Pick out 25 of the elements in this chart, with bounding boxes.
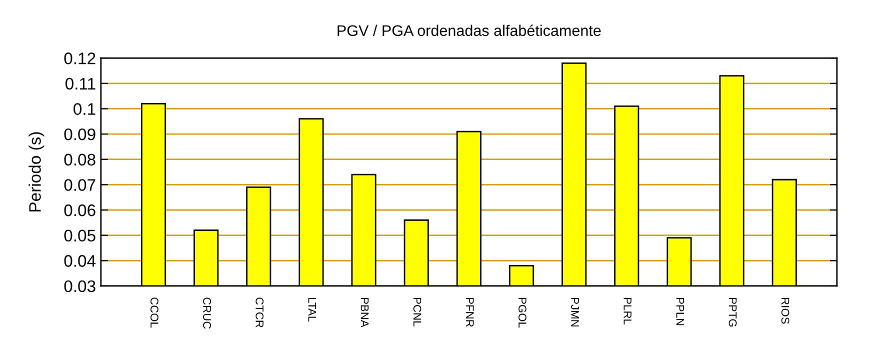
x-tick-label: PPTG bbox=[728, 298, 737, 326]
y-tick-label: 0.12 bbox=[64, 52, 96, 64]
x-tick-label: PCNL bbox=[413, 298, 422, 326]
y-axis-title: Periodo (s) bbox=[28, 132, 44, 212]
x-tick-label: PLRL bbox=[624, 298, 632, 324]
y-tick-label: 0.06 bbox=[64, 204, 96, 216]
y-tick-label: 0.05 bbox=[64, 230, 96, 242]
x-tick-label: LTAL bbox=[308, 298, 316, 322]
x-tick-label: CRUC bbox=[203, 298, 211, 329]
y-tick-label: 0.03 bbox=[64, 280, 96, 292]
x-tick-label: PFNR bbox=[466, 298, 474, 327]
x-tick-label: CCOL bbox=[150, 298, 158, 328]
x-tick-label: RIOS bbox=[781, 298, 790, 324]
y-tick-label: 0.11 bbox=[66, 78, 96, 90]
y-tick-label: 0.09 bbox=[64, 128, 96, 140]
y-tick-label: 0.07 bbox=[64, 179, 96, 191]
y-tick-label: 0.04 bbox=[64, 255, 96, 267]
chart-title: PGV / PGA ordenadas alfabéticamente bbox=[338, 24, 601, 36]
x-tick-label: PPLN bbox=[676, 298, 684, 326]
x-tick-label: PJMN bbox=[571, 298, 579, 326]
x-tick-label: PBNA bbox=[360, 298, 369, 328]
x-tick-label: PGOL bbox=[518, 298, 526, 328]
y-tick-label: 0.08 bbox=[64, 154, 96, 166]
y-tick-label: 0.1 bbox=[74, 103, 96, 115]
x-tick-label: CTCR bbox=[256, 298, 264, 328]
